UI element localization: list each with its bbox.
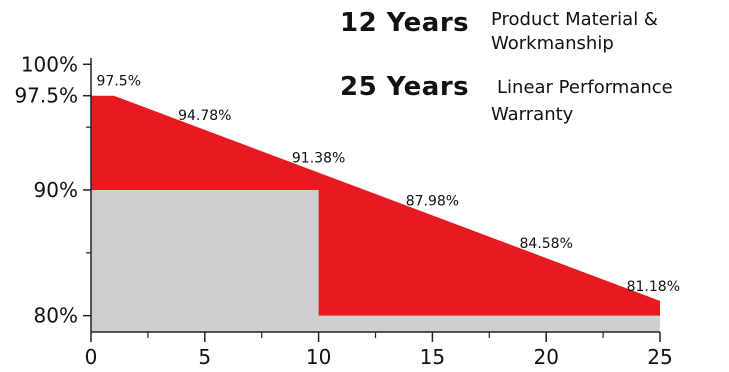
y-tick-label: 80%: [34, 304, 78, 328]
guarantee-step-area: [91, 189, 660, 332]
data-label: 81.18%: [627, 279, 680, 295]
data-label: 91.38%: [292, 151, 345, 167]
x-tick-label: 0: [85, 345, 98, 368]
x-tick-label: 25: [647, 345, 672, 368]
data-label: 97.5%: [97, 74, 141, 90]
x-tick-label: 15: [420, 345, 445, 368]
y-tick-label: 90%: [34, 178, 78, 202]
y-tick-label: 100%: [21, 52, 78, 76]
legend-desc-product-line2: Workmanship: [491, 33, 614, 54]
y-tick-label: 97.5%: [14, 84, 78, 108]
x-tick-label: 10: [306, 345, 331, 368]
data-label: 94.78%: [178, 108, 231, 124]
x-tick-label: 20: [533, 345, 558, 368]
legend-years-linear: 25 Years: [340, 72, 470, 102]
linear-warranty-area: [91, 95, 660, 316]
legend-desc-linear-line1: Linear Performance: [497, 77, 673, 98]
legend-years-product: 12 Years: [340, 8, 470, 38]
legend-desc-product-line1: Product Material &: [491, 9, 658, 30]
legend-desc-linear-line2: Warranty: [491, 104, 574, 125]
data-label: 87.98%: [406, 193, 459, 209]
data-label: 84.58%: [520, 236, 573, 252]
x-tick-label: 5: [198, 345, 211, 368]
